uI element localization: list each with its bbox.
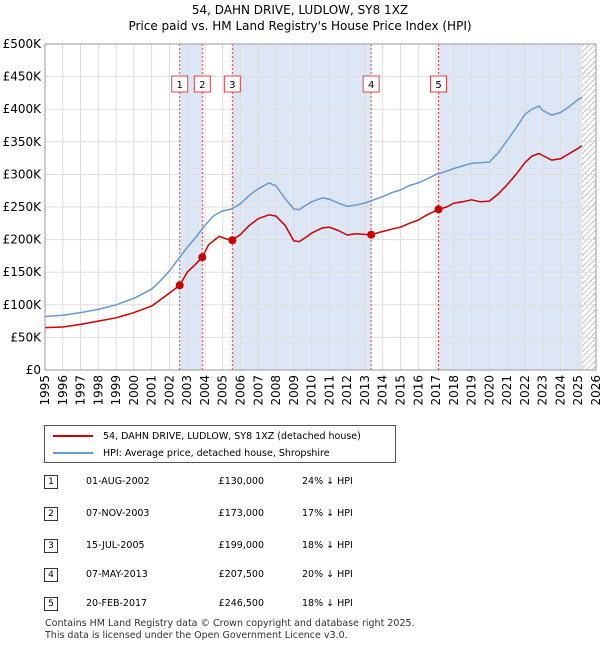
chart-title: 54, DAHN DRIVE, LUDLOW, SY8 1XZ xyxy=(191,3,409,17)
transaction-date: 20-FEB-2017 xyxy=(86,598,148,609)
y-tick-label: £50K xyxy=(10,330,42,344)
x-tick-label: 2016 xyxy=(411,375,425,406)
x-tick-label: 2004 xyxy=(198,375,212,406)
x-tick-label: 2017 xyxy=(429,375,443,406)
footer-copyright: Contains HM Land Registry data © Crown c… xyxy=(45,618,415,629)
transaction-date: 01-AUG-2002 xyxy=(86,476,150,487)
y-tick-label: £400K xyxy=(3,102,43,116)
transaction-number: 5 xyxy=(44,597,58,611)
transaction-number: 3 xyxy=(44,539,58,553)
x-tick-label: 1995 xyxy=(38,375,52,406)
transaction-row: 1 01-AUG-2002 £130,000 24% ↓ HPI xyxy=(44,474,404,492)
sale-point xyxy=(228,236,237,245)
x-tick-label: 1997 xyxy=(74,375,88,406)
x-tick-label: 2012 xyxy=(340,375,354,406)
x-tick-label: 2013 xyxy=(358,375,372,406)
transaction-row: 3 15-JUL-2005 £199,000 18% ↓ HPI xyxy=(44,538,404,556)
y-tick-label: £500K xyxy=(3,37,43,51)
x-tick-label: 1998 xyxy=(91,375,105,406)
y-tick-label: £350K xyxy=(3,135,43,149)
transaction-price: £207,500 xyxy=(218,569,264,580)
sale-label: 5 xyxy=(435,80,441,91)
transaction-date: 07-NOV-2003 xyxy=(86,508,150,519)
x-tick-label: 2023 xyxy=(536,375,550,406)
y-tick-label: £150K xyxy=(3,265,43,279)
transaction-number: 1 xyxy=(44,475,58,489)
sale-label: 2 xyxy=(199,80,205,91)
x-tick-label: 2008 xyxy=(269,375,283,406)
transaction-hpi: 20% ↓ HPI xyxy=(302,569,353,580)
legend-swatch-hpi xyxy=(53,452,93,454)
x-tick-label: 2001 xyxy=(145,375,159,406)
x-tick-label: 2011 xyxy=(322,375,336,406)
transaction-hpi: 18% ↓ HPI xyxy=(302,598,353,609)
series-line xyxy=(44,145,583,329)
transaction-row: 2 07-NOV-2003 £173,000 17% ↓ HPI xyxy=(44,506,404,524)
sale-label-box xyxy=(193,75,211,93)
transaction-hpi: 24% ↓ HPI xyxy=(302,476,353,487)
transaction-hpi: 18% ↓ HPI xyxy=(302,540,353,551)
sale-label-box xyxy=(430,75,448,93)
sale-point xyxy=(434,205,443,214)
y-tick-label: £450K xyxy=(3,70,43,84)
footer-licence: This data is licensed under the Open Gov… xyxy=(45,630,348,641)
x-tick-label: 2015 xyxy=(393,375,407,406)
transaction-row: 5 20-FEB-2017 £246,500 18% ↓ HPI xyxy=(44,596,404,614)
transaction-date: 07-MAY-2013 xyxy=(86,569,148,580)
x-tick-label: 2005 xyxy=(216,375,230,406)
sale-label-box xyxy=(223,75,241,93)
transaction-price: £173,000 xyxy=(218,508,264,519)
x-tick-label: 1999 xyxy=(109,375,123,406)
sale-label-box xyxy=(362,75,380,93)
x-tick-label: 2020 xyxy=(482,375,496,406)
x-tick-label: 2009 xyxy=(287,375,301,406)
x-tick-label: 2007 xyxy=(251,375,265,406)
legend-swatch-property xyxy=(53,435,93,437)
x-tick-label: 2025 xyxy=(571,375,585,406)
legend-item-property: 54, DAHN DRIVE, LUDLOW, SY8 1XZ (detache… xyxy=(53,429,361,443)
x-tick-label: 2026 xyxy=(589,375,600,406)
x-tick-label: 2019 xyxy=(465,375,479,406)
y-tick-label: £0 xyxy=(26,363,41,377)
y-tick-label: £250K xyxy=(3,200,43,214)
sale-point xyxy=(175,281,184,290)
x-tick-label: 2010 xyxy=(305,375,319,406)
x-tick-label: 2018 xyxy=(447,375,461,406)
x-tick-label: 2022 xyxy=(518,375,532,406)
plot-border xyxy=(44,43,597,371)
chart-legend: 54, DAHN DRIVE, LUDLOW, SY8 1XZ (detache… xyxy=(44,425,396,463)
x-tick-label: 2002 xyxy=(162,375,176,406)
x-tick-label: 2006 xyxy=(234,375,248,406)
transaction-number: 4 xyxy=(44,568,58,582)
x-tick-label: 2024 xyxy=(553,375,567,406)
x-tick-label: 2021 xyxy=(500,375,514,406)
sale-point xyxy=(367,230,376,239)
y-tick-label: £300K xyxy=(3,167,43,181)
chart-subtitle: Price paid vs. HM Land Registry's House … xyxy=(128,19,472,33)
price-chart: £0 £50K £100K £150K £200K £250K £300K £350K £400… xyxy=(3,37,600,406)
transaction-row: 4 07-MAY-2013 £207,500 20% ↓ HPI xyxy=(44,567,404,585)
y-tick-label: £100K xyxy=(3,298,43,312)
x-tick-label: 2003 xyxy=(180,375,194,406)
x-tick-label: 2000 xyxy=(127,375,141,406)
transaction-price: £199,000 xyxy=(218,540,264,551)
sale-label: 1 xyxy=(177,80,183,91)
y-tick-label: £200K xyxy=(3,233,43,247)
transaction-price: £246,500 xyxy=(218,598,264,609)
sale-label: 3 xyxy=(229,80,235,91)
legend-item-hpi: HPI: Average price, detached house, Shro… xyxy=(53,446,330,460)
x-tick-label: 1996 xyxy=(56,375,70,406)
sale-label-box xyxy=(171,75,189,93)
x-tick-label: 2014 xyxy=(376,375,390,406)
transaction-date: 15-JUL-2005 xyxy=(86,540,145,551)
transaction-hpi: 17% ↓ HPI xyxy=(302,508,353,519)
legend-label-property: 54, DAHN DRIVE, LUDLOW, SY8 1XZ (detache… xyxy=(103,430,361,442)
sale-label: 4 xyxy=(368,80,374,91)
legend-label-hpi: HPI: Average price, detached house, Shro… xyxy=(103,447,330,459)
series-line xyxy=(44,96,583,318)
sale-point xyxy=(198,253,207,262)
transaction-price: £130,000 xyxy=(218,476,264,487)
transaction-number: 2 xyxy=(44,507,58,521)
